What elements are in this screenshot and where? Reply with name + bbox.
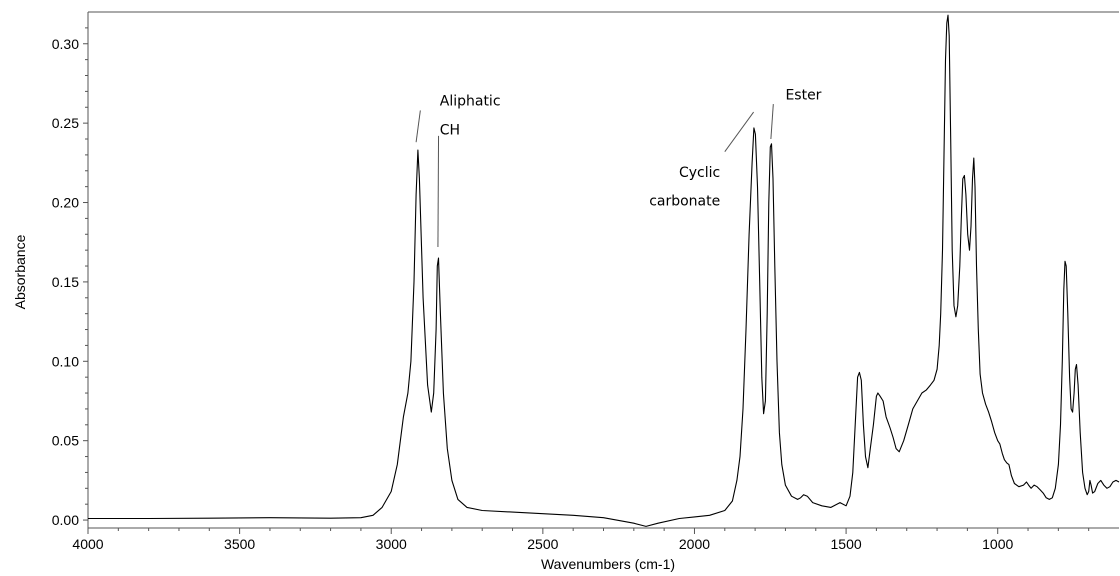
annotation-leader-line <box>770 104 774 140</box>
x-tick-label: 1000 <box>982 536 1013 552</box>
y-tick-label: 0.30 <box>52 36 79 52</box>
x-tick-label: 3500 <box>224 536 255 552</box>
y-tick-label: 0.15 <box>52 274 79 290</box>
annotation-leader-line <box>437 135 440 247</box>
annotation-leader-line <box>415 110 421 143</box>
x-tick-label: 2500 <box>527 536 558 552</box>
y-tick-label: 0.05 <box>52 433 79 449</box>
peak-annotation-label: Aliphatic <box>440 94 501 110</box>
series-layer <box>88 14 1120 527</box>
peak-annotation-label: Cyclic <box>679 165 720 181</box>
peak-annotation-label: Ester <box>785 87 821 103</box>
y-axis-title: Absorbance <box>12 234 28 309</box>
x-tick-label: 3000 <box>376 536 407 552</box>
x-tick-label: 1500 <box>831 536 862 552</box>
y-tick-label: 0.25 <box>52 115 79 131</box>
x-tick-label: 2000 <box>679 536 710 552</box>
y-axis: 0.00 0.05 0.10 0.15 0.20 0.25 0.30 <box>52 27 88 528</box>
x-axis: 4000 3500 3000 2500 2000 1500 1000 <box>72 528 1090 552</box>
annotation-leader-line <box>724 111 755 153</box>
x-axis-title: Wavenumbers (cm-1) <box>541 556 675 572</box>
x-tick-label: 4000 <box>72 536 103 552</box>
y-tick-label: 0.10 <box>52 353 79 369</box>
plot-frame <box>87 11 1119 529</box>
peak-annotation-label: carbonate <box>649 194 720 210</box>
annotation-layer: Aliphatic CH Cyclic carbonate Ester <box>415 87 822 247</box>
y-tick-label: 0.20 <box>52 195 79 211</box>
peak-annotation-label: CH <box>440 122 460 138</box>
absorbance-spectrum-line <box>88 14 1120 527</box>
y-tick-label: 0.00 <box>52 512 79 528</box>
